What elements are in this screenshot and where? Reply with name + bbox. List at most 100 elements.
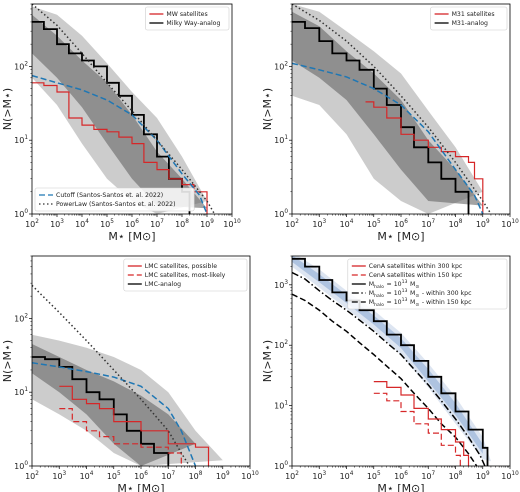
legend-label: Cutoff (Santos-Santos et. al. 2022) (56, 192, 163, 199)
series-line-3 (292, 62, 484, 214)
chart-panel-4: 102 103 104 105 106 107 108 109 1010 100 101 102 103… (261, 255, 519, 492)
x-tick-label: 105 (107, 471, 121, 481)
legend-box (34, 187, 195, 212)
legend-label: LMC satellites, possible (145, 263, 217, 270)
legend: MW satellites Milky Way-analog (145, 6, 230, 31)
x-tick-label: 1010 (241, 471, 259, 481)
x-tick-label: 103 (52, 471, 66, 481)
legend-label: Mhalo = 1013 M⊙ - within 300 kpc (369, 288, 472, 299)
x-tick-label: 109 (216, 471, 230, 481)
chart-panel-3: 102 103 104 105 106 107 108 109 1010 100 101 102 M⋆ … (1, 255, 259, 492)
series-line-4 (32, 4, 216, 214)
x-axis-label: M⋆ [M⊙] (377, 230, 424, 243)
scatter-band-2 (292, 256, 483, 454)
series-line-3 (292, 293, 478, 466)
x-tick-label: 106 (134, 471, 148, 481)
x-axis-label: M⋆ [M⊙] (117, 482, 164, 492)
scatter-band-2 (32, 14, 207, 209)
series-line-5 (373, 392, 461, 466)
y-tick-label: 102 (14, 61, 28, 71)
series-line-2 (365, 101, 484, 214)
y-axis-label: N(>M⋆) (1, 88, 14, 130)
x-tick-label: 102 (25, 219, 39, 229)
x-tick-label: 106 (125, 219, 139, 229)
legend-label: M31-analog (452, 20, 488, 27)
plot-area (292, 256, 491, 466)
legend-label: CenA satellites within 300 kpc (369, 263, 463, 270)
y-tick-label: 102 (274, 61, 288, 71)
plot-area (32, 284, 223, 466)
legend-label: M31 satellites (452, 11, 495, 18)
x-tick-label: 102 (25, 471, 39, 481)
x-tick-label: 106 (394, 219, 408, 229)
series-line-4 (373, 381, 470, 466)
x-tick-label: 102 (285, 471, 299, 481)
legend-label: Mhalo = 1013 M⊙ (369, 279, 420, 290)
y-axis-label: N(>M⋆) (261, 340, 274, 382)
y-tick-label: 100 (14, 461, 28, 471)
y-tick-label: 100 (274, 461, 288, 471)
x-tick-label: 103 (312, 219, 326, 229)
x-tick-label: 104 (340, 471, 354, 481)
legend-box (145, 6, 230, 31)
legend-label: Mhalo = 1013 M⊙ - within 150 kpc (369, 297, 472, 308)
chart-panel-2: 102 103 104 105 106 107 108 109 1010 100 101 102 M⋆ … (261, 3, 519, 243)
x-tick-label: 109 (200, 219, 214, 229)
legend-label: LMC-analog (145, 281, 181, 288)
y-tick-label: 101 (274, 401, 288, 411)
x-tick-label: 1010 (501, 471, 519, 481)
legend: CenA satellites within 300 kpc CenA satel… (347, 258, 508, 310)
y-tick-label: 102 (14, 313, 28, 323)
series-line-1 (292, 21, 470, 214)
legend-label: CenA satellites within 150 kpc (369, 272, 463, 279)
x-tick-label: 109 (476, 471, 490, 481)
series-line-2 (32, 82, 208, 214)
x-tick-label: 107 (150, 219, 164, 229)
y-tick-label: 100 (274, 209, 288, 219)
x-tick-label: 103 (312, 471, 326, 481)
y-tick-label: 101 (274, 135, 288, 145)
legend-box (430, 6, 508, 31)
legend-box (123, 258, 248, 292)
legend: Cutoff (Santos-Santos et. al. 2022) Power… (34, 187, 195, 212)
series-line-1 (292, 257, 489, 466)
x-tick-label: 103 (50, 219, 64, 229)
x-tick-label: 105 (367, 219, 381, 229)
legend-label: Milky Way-analog (166, 20, 220, 27)
plot-area (32, 4, 216, 214)
series-line-2 (292, 271, 486, 466)
x-tick-label: 105 (100, 219, 114, 229)
x-tick-label: 108 (449, 219, 463, 229)
x-tick-label: 108 (189, 471, 203, 481)
series-line-1 (32, 356, 170, 466)
x-tick-label: 107 (421, 471, 435, 481)
x-tick-label: 108 (449, 471, 463, 481)
plot-area (292, 4, 492, 214)
y-tick-label: 101 (14, 135, 28, 145)
y-tick-label: 102 (274, 340, 288, 350)
series-line-3 (59, 408, 182, 466)
y-tick-label: 100 (14, 209, 28, 219)
y-tick-label: 103 (274, 280, 288, 290)
y-tick-label: 101 (14, 387, 28, 397)
y-axis-label: N(>M⋆) (1, 340, 14, 382)
x-tick-label: 109 (476, 219, 490, 229)
x-axis-label: M⋆ [M⊙] (377, 482, 424, 492)
x-tick-label: 104 (340, 219, 354, 229)
legend: M31 satellites M31-analog (430, 6, 508, 31)
x-tick-label: 105 (367, 471, 381, 481)
x-tick-label: 107 (161, 471, 175, 481)
x-tick-label: 102 (285, 219, 299, 229)
series-line-4 (32, 362, 197, 466)
x-tick-label: 104 (75, 219, 89, 229)
x-tick-label: 107 (421, 219, 435, 229)
x-tick-label: 1010 (501, 219, 519, 229)
x-tick-label: 106 (394, 471, 408, 481)
x-tick-label: 104 (80, 471, 94, 481)
legend-label: PowerLaw (Santos-Santos et. al. 2022) (56, 201, 176, 208)
legend-label: LMC satellites, most-likely (145, 272, 226, 279)
legend-box (347, 258, 508, 310)
x-tick-label: 1010 (223, 219, 241, 229)
series-line-2 (59, 385, 210, 466)
